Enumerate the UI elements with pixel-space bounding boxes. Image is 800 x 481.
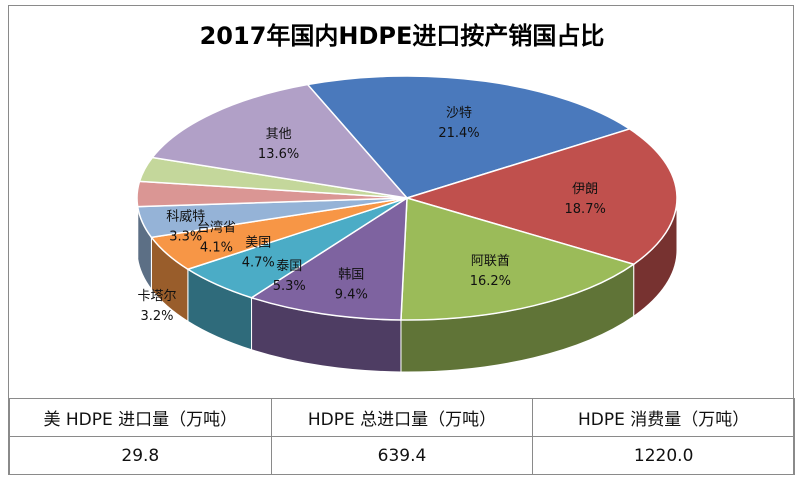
slice-label-value: 21.4% — [438, 126, 479, 141]
chart-title: 2017年国内HDPE进口按产销国占比 — [199, 22, 605, 50]
slice-label-value: 13.6% — [258, 147, 299, 162]
slice-label-name: 台湾省 — [197, 219, 236, 235]
pie-chart: 沙特 21.4% 伊朗 18.7% 阿联酋 16.2% 韩国 9.4% 泰国 5.3% 美国 4.7%… — [136, 75, 678, 373]
slice-label-name: 伊朗 — [572, 182, 598, 197]
stats-table: 美 HDPE 进口量（万吨） HDPE 总进口量（万吨） HDPE 消费量（万吨… — [9, 398, 795, 475]
stats-header-row: 美 HDPE 进口量（万吨） HDPE 总进口量（万吨） HDPE 消费量（万吨… — [9, 398, 795, 437]
slice-label-value: 5.3% — [273, 279, 306, 294]
pie-slice-伊朗 — [404, 128, 678, 266]
slice-label-value: 16.2% — [470, 274, 511, 289]
slice-label-value: 4.7% — [242, 256, 275, 271]
header-us-import: 美 HDPE 进口量（万吨） — [9, 398, 272, 437]
slice-label-name: 沙特 — [446, 106, 472, 121]
stats-value-row: 29.8 639.4 1220.0 — [9, 436, 795, 475]
slice-label-name: 其他 — [266, 127, 292, 142]
value-us-import: 29.8 — [9, 436, 272, 475]
pie-slice-阿联酋 — [400, 197, 636, 321]
slice-label-value: 4.1% — [200, 240, 233, 255]
slice-label-value: 3.3% — [169, 230, 202, 245]
value-consumption: 1220.0 — [532, 436, 795, 475]
slice-label-value: 18.7% — [565, 202, 606, 217]
slice-label-name: 科威特 — [166, 210, 205, 225]
pie-tops — [136, 75, 678, 321]
slice-label-name: 韩国 — [338, 267, 364, 282]
header-consumption: HDPE 消费量（万吨） — [532, 398, 795, 437]
pie-labels: 沙特 21.4% 伊朗 18.7% 阿联酋 16.2% 韩国 9.4% 泰国 5.3% 美国 4.7%… — [137, 106, 605, 324]
slice-label-value: 9.4% — [335, 287, 368, 302]
slice-label-name: 美国 — [245, 236, 271, 251]
value-total-import: 639.4 — [270, 436, 534, 475]
slice-label-name: 阿联酋 — [471, 253, 510, 269]
chart-frame: 2017年国内HDPE进口按产销国占比 沙特 21.4% 伊朗 18.7% 阿联酋 16.… — [8, 5, 795, 475]
pie-slice-沙特 — [306, 75, 632, 199]
slice-label-name: 泰国 — [276, 259, 302, 274]
slice-label-value: 3.2% — [140, 309, 173, 324]
pie-slice-其他 — [150, 83, 409, 200]
header-total-import: HDPE 总进口量（万吨） — [270, 398, 534, 437]
pie-slice-韩国 — [249, 196, 408, 321]
slice-label-name: 卡塔尔 — [137, 289, 176, 304]
